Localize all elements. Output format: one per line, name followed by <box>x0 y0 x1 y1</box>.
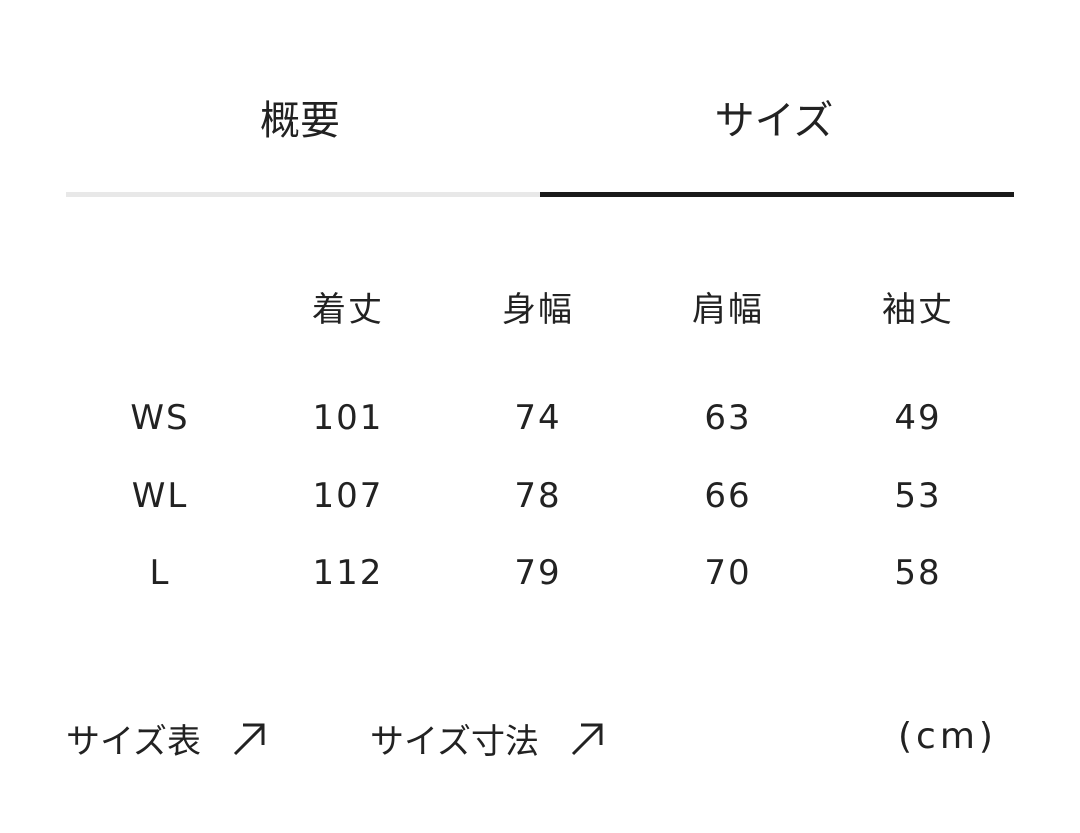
row-size-label: WS <box>130 398 190 438</box>
size-measurement-link[interactable]: サイズ寸法 <box>370 714 605 763</box>
table-cell: 49 <box>894 398 942 438</box>
column-header: 肩幅 <box>692 290 764 330</box>
row-size-label: WL <box>131 476 189 516</box>
unit-label: (cm) <box>898 716 997 757</box>
table-cell: 107 <box>312 476 384 516</box>
row-size-label: L <box>149 553 171 593</box>
table-cell: 58 <box>894 553 942 593</box>
table-cell: 79 <box>514 553 562 593</box>
tab-indicator-inactive <box>66 192 540 197</box>
size-chart-link[interactable]: サイズ表 <box>66 714 267 763</box>
column-header: 着丈 <box>312 290 384 330</box>
table-cell: 70 <box>704 553 752 593</box>
table-cell: 101 <box>312 398 384 438</box>
size-chart-label: サイズ表 <box>66 722 201 762</box>
tab-overview[interactable]: 概要 <box>260 98 340 144</box>
table-cell: 53 <box>894 476 942 516</box>
column-header: 身幅 <box>502 290 574 330</box>
tab-size[interactable]: サイズ <box>714 98 834 144</box>
table-cell: 74 <box>514 398 562 438</box>
table-cell: 112 <box>312 553 384 593</box>
column-header: 袖丈 <box>882 290 954 330</box>
arrow-up-right-icon <box>571 723 603 755</box>
tab-indicator-active <box>540 192 1014 197</box>
size-measurement-label: サイズ寸法 <box>370 722 539 762</box>
table-cell: 66 <box>704 476 752 516</box>
table-cell: 63 <box>704 398 752 438</box>
table-cell: 78 <box>514 476 562 516</box>
arrow-up-right-icon <box>233 723 265 755</box>
